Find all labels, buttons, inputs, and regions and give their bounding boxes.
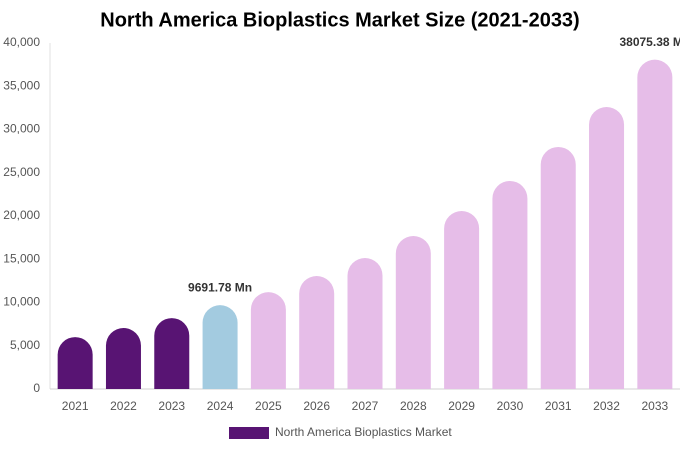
x-tick-label: 2030 (497, 399, 524, 413)
x-tick-label: 2024 (207, 399, 234, 413)
bar (492, 180, 528, 389)
x-tick-label: 2033 (641, 399, 668, 413)
bar (250, 292, 286, 389)
y-tick-label: 15,000 (3, 251, 40, 265)
x-tick-label: 2028 (400, 399, 427, 413)
y-tick-label: 5,000 (10, 338, 40, 352)
y-tick-label: 40,000 (3, 35, 40, 49)
bar (202, 305, 238, 389)
x-tick-label: 2021 (62, 399, 89, 413)
x-tick-label: 2025 (255, 399, 282, 413)
bar (299, 276, 335, 389)
x-tick-label: 2032 (593, 399, 620, 413)
y-tick-label: 20,000 (3, 208, 40, 222)
y-tick-label: 0 (33, 381, 40, 395)
value-label: 38075.38 Mn (619, 35, 680, 49)
bar (347, 258, 383, 389)
x-tick-label: 2029 (448, 399, 475, 413)
x-tick-label: 2026 (303, 399, 330, 413)
x-tick-label: 2031 (545, 399, 572, 413)
bar (589, 107, 625, 389)
bar (540, 146, 576, 389)
legend-label: North America Bioplastics Market (275, 425, 452, 439)
bar (637, 59, 673, 389)
bar (395, 235, 431, 389)
y-tick-label: 10,000 (3, 295, 40, 309)
x-tick-label: 2023 (158, 399, 185, 413)
chart-title: North America Bioplastics Market Size (2… (100, 9, 579, 31)
bar (154, 318, 190, 389)
legend-swatch (229, 427, 269, 439)
bar (57, 337, 93, 389)
y-tick-label: 35,000 (3, 78, 40, 92)
bar (105, 328, 141, 389)
bar (444, 210, 480, 389)
x-tick-label: 2022 (110, 399, 137, 413)
value-label: 9691.78 Mn (188, 280, 252, 294)
y-tick-label: 30,000 (3, 122, 40, 136)
y-tick-label: 25,000 (3, 165, 40, 179)
x-tick-label: 2027 (352, 399, 379, 413)
